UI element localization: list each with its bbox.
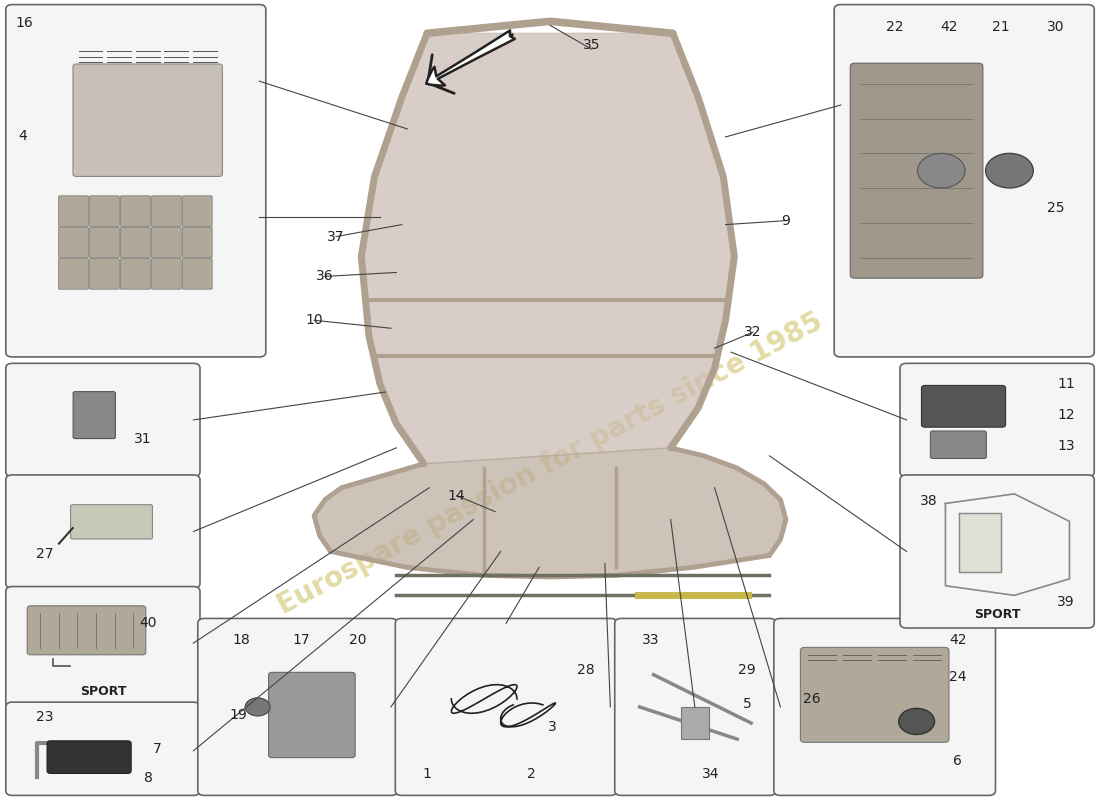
Text: 19: 19 <box>229 708 246 722</box>
FancyBboxPatch shape <box>931 431 987 458</box>
Text: 23: 23 <box>36 710 54 724</box>
FancyBboxPatch shape <box>900 363 1094 477</box>
Text: 34: 34 <box>702 767 719 781</box>
Text: 33: 33 <box>642 633 660 647</box>
FancyBboxPatch shape <box>89 258 119 290</box>
Text: 32: 32 <box>745 326 761 339</box>
FancyBboxPatch shape <box>773 618 996 795</box>
Circle shape <box>245 698 271 716</box>
FancyBboxPatch shape <box>152 196 182 226</box>
FancyBboxPatch shape <box>268 672 355 758</box>
Text: 39: 39 <box>1057 594 1075 609</box>
FancyBboxPatch shape <box>183 258 212 290</box>
Text: 35: 35 <box>583 38 601 52</box>
FancyBboxPatch shape <box>6 475 200 588</box>
Text: 6: 6 <box>954 754 962 767</box>
Circle shape <box>899 708 935 734</box>
Circle shape <box>917 154 965 188</box>
FancyBboxPatch shape <box>120 227 151 258</box>
Text: 13: 13 <box>1057 439 1075 453</box>
Text: 31: 31 <box>134 431 152 446</box>
Text: 16: 16 <box>15 16 34 30</box>
FancyBboxPatch shape <box>73 391 116 438</box>
FancyBboxPatch shape <box>850 63 983 278</box>
FancyBboxPatch shape <box>58 227 88 258</box>
Text: 3: 3 <box>548 720 557 734</box>
Text: 29: 29 <box>738 663 756 677</box>
Text: 11: 11 <box>1057 377 1075 390</box>
FancyBboxPatch shape <box>58 196 88 226</box>
Text: 42: 42 <box>940 19 958 34</box>
Text: 21: 21 <box>992 19 1010 34</box>
FancyBboxPatch shape <box>900 475 1094 628</box>
FancyBboxPatch shape <box>6 702 200 795</box>
Polygon shape <box>959 513 1001 572</box>
Text: 12: 12 <box>1057 408 1075 422</box>
FancyBboxPatch shape <box>6 586 200 708</box>
Text: 5: 5 <box>742 697 751 710</box>
Text: 28: 28 <box>576 663 594 677</box>
FancyBboxPatch shape <box>70 505 153 539</box>
FancyBboxPatch shape <box>28 606 146 654</box>
FancyBboxPatch shape <box>183 196 212 226</box>
Text: 42: 42 <box>949 633 967 647</box>
Text: 8: 8 <box>144 771 153 785</box>
Text: 9: 9 <box>781 214 790 228</box>
FancyBboxPatch shape <box>834 5 1094 357</box>
Text: 37: 37 <box>328 230 344 243</box>
FancyBboxPatch shape <box>801 647 949 742</box>
Circle shape <box>986 154 1033 188</box>
Text: 14: 14 <box>448 489 465 502</box>
Text: 24: 24 <box>949 670 967 684</box>
Text: SPORT: SPORT <box>79 686 126 698</box>
Text: 38: 38 <box>920 494 937 508</box>
FancyBboxPatch shape <box>198 618 397 795</box>
Text: 27: 27 <box>36 547 54 562</box>
Text: 22: 22 <box>887 19 904 34</box>
Text: 2: 2 <box>527 767 536 781</box>
FancyBboxPatch shape <box>89 196 119 226</box>
FancyBboxPatch shape <box>183 227 212 258</box>
Text: Eurospare passion for parts since 1985: Eurospare passion for parts since 1985 <box>273 307 827 620</box>
FancyBboxPatch shape <box>615 618 776 795</box>
Text: 1: 1 <box>422 767 431 781</box>
Polygon shape <box>361 34 735 464</box>
FancyBboxPatch shape <box>152 227 182 258</box>
Text: 30: 30 <box>1047 19 1065 34</box>
Text: SPORT: SPORT <box>974 608 1021 621</box>
Text: 4: 4 <box>18 129 26 143</box>
FancyBboxPatch shape <box>152 258 182 290</box>
Text: 7: 7 <box>153 742 162 756</box>
Bar <box>681 707 710 739</box>
Text: 40: 40 <box>140 615 157 630</box>
FancyBboxPatch shape <box>120 258 151 290</box>
Text: 18: 18 <box>233 633 251 647</box>
Polygon shape <box>315 448 785 577</box>
Text: 36: 36 <box>317 270 334 283</box>
Text: 26: 26 <box>803 691 821 706</box>
Text: 25: 25 <box>1047 201 1065 215</box>
Text: 17: 17 <box>293 633 310 647</box>
FancyBboxPatch shape <box>58 258 88 290</box>
FancyBboxPatch shape <box>47 741 131 774</box>
FancyBboxPatch shape <box>6 363 200 477</box>
FancyBboxPatch shape <box>922 386 1005 427</box>
FancyBboxPatch shape <box>395 618 617 795</box>
FancyBboxPatch shape <box>6 5 266 357</box>
FancyBboxPatch shape <box>73 64 222 177</box>
Text: 10: 10 <box>306 314 323 327</box>
FancyBboxPatch shape <box>89 227 119 258</box>
FancyBboxPatch shape <box>120 196 151 226</box>
Text: 20: 20 <box>349 633 366 647</box>
